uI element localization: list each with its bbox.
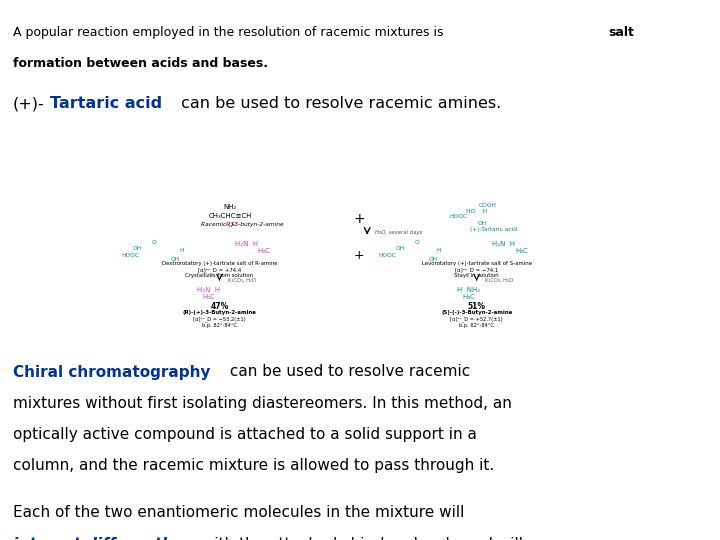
Text: Tartaric acid: Tartaric acid — [50, 96, 163, 111]
Text: A popular reaction employed in the resolution of racemic mixtures is: A popular reaction employed in the resol… — [13, 26, 447, 39]
Text: formation between acids and bases.: formation between acids and bases. — [13, 57, 268, 70]
Text: Each of the two enantiomeric molecules in the mixture will: Each of the two enantiomeric molecules i… — [13, 505, 464, 521]
Text: can be used to resolve racemic: can be used to resolve racemic — [225, 364, 471, 380]
Text: mixtures without first isolating diastereomers. In this method, an: mixtures without first isolating diaster… — [13, 396, 512, 411]
Text: interact differently: interact differently — [13, 537, 177, 540]
Text: salt: salt — [608, 26, 634, 39]
Text: optically active compound is attached to a solid support in a: optically active compound is attached to… — [13, 427, 477, 442]
Text: with the attached chiral molecule and will: with the attached chiral molecule and wi… — [197, 537, 523, 540]
Text: (+)-: (+)- — [13, 96, 45, 111]
Text: can be used to resolve racemic amines.: can be used to resolve racemic amines. — [176, 96, 502, 111]
Text: column, and the racemic mixture is allowed to pass through it.: column, and the racemic mixture is allow… — [13, 458, 494, 474]
Text: Chiral chromatography: Chiral chromatography — [13, 364, 210, 380]
